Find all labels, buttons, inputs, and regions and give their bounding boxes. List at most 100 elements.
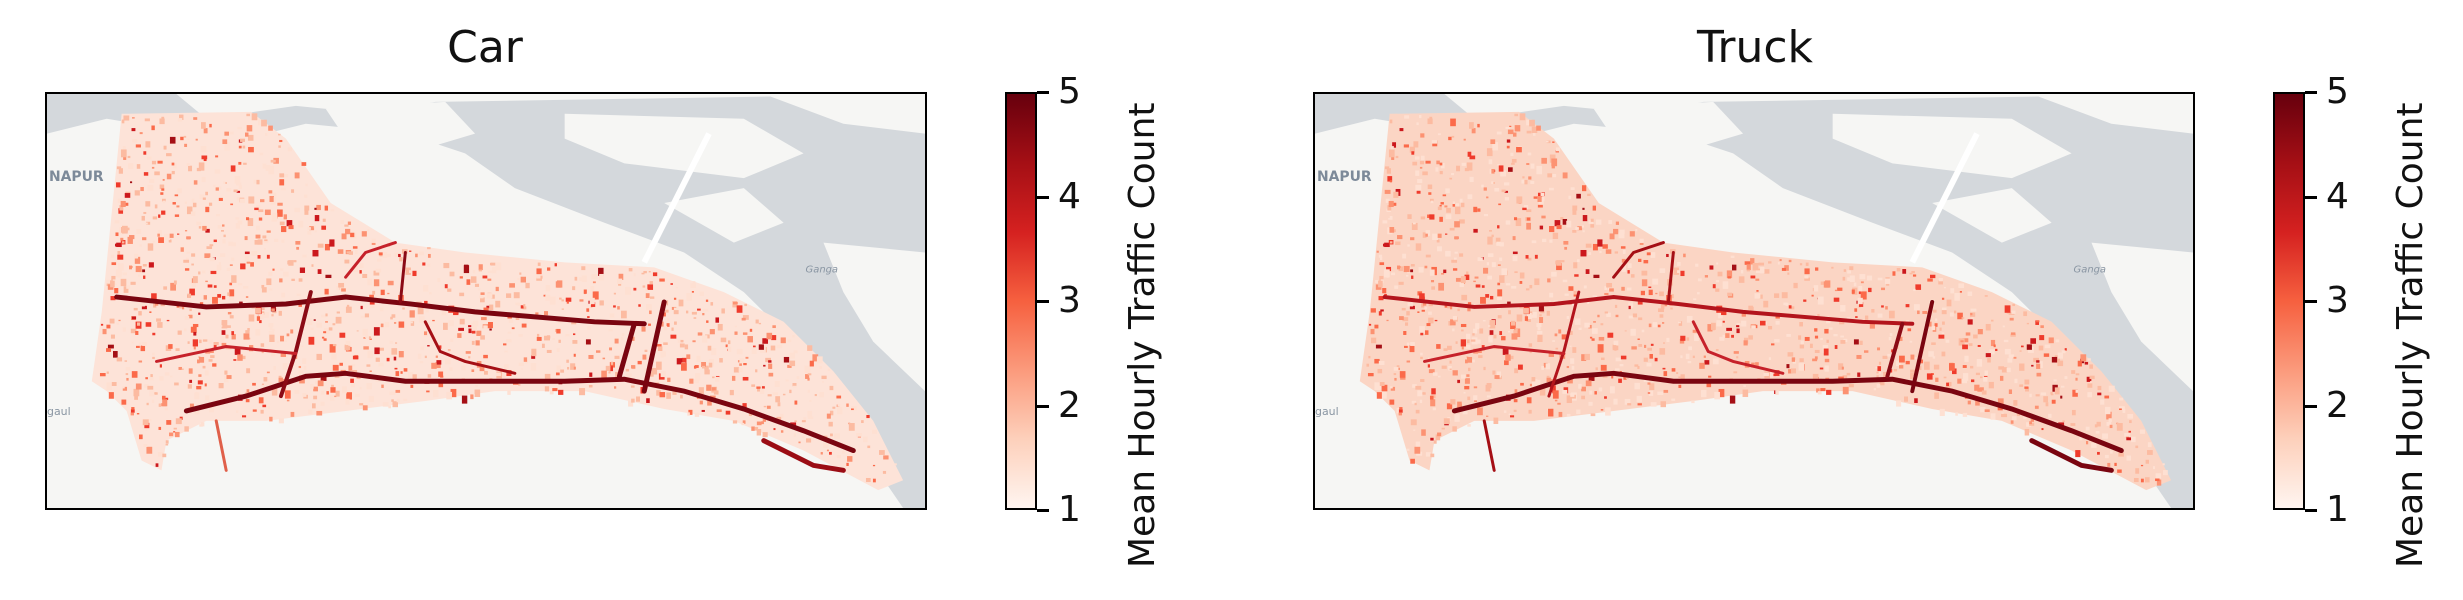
- traffic-cell: [651, 367, 658, 375]
- traffic-cell: [1624, 398, 1631, 405]
- traffic-cell: [393, 356, 397, 361]
- traffic-cell: [1388, 149, 1395, 158]
- traffic-cell: [1429, 269, 1435, 276]
- traffic-cell: [106, 382, 112, 391]
- traffic-cell: [1379, 382, 1385, 386]
- traffic-cell: [391, 314, 396, 318]
- traffic-cell: [490, 294, 495, 299]
- traffic-cell: [1429, 198, 1434, 202]
- traffic-cell: [1381, 391, 1387, 399]
- traffic-cell: [1622, 249, 1626, 254]
- traffic-cell: [409, 270, 412, 273]
- traffic-cell: [169, 136, 176, 144]
- traffic-cell: [1961, 379, 1968, 384]
- traffic-cell: [1499, 242, 1504, 247]
- traffic-cell: [302, 358, 307, 364]
- traffic-cell: [1415, 385, 1422, 390]
- traffic-cell: [130, 409, 135, 413]
- traffic-cell: [717, 323, 723, 331]
- traffic-cell: [364, 313, 370, 318]
- cbar-ticklabel: 3: [1058, 280, 1081, 321]
- traffic-cell: [1406, 360, 1411, 363]
- traffic-cell: [720, 337, 727, 343]
- traffic-cell: [1459, 198, 1463, 203]
- traffic-cell: [1786, 364, 1790, 369]
- traffic-cell: [2029, 393, 2032, 398]
- traffic-cell: [1524, 179, 1528, 185]
- traffic-cell: [119, 205, 124, 211]
- traffic-cell: [1756, 290, 1759, 292]
- panel-title-truck: Truck: [1696, 22, 1814, 73]
- traffic-cell: [1513, 330, 1518, 334]
- traffic-cell: [1679, 339, 1685, 344]
- traffic-cell: [2155, 478, 2160, 482]
- traffic-cell: [268, 271, 273, 276]
- traffic-cell: [2030, 338, 2037, 344]
- traffic-cell: [826, 449, 829, 452]
- traffic-cell: [801, 436, 805, 439]
- traffic-cell: [1691, 400, 1695, 404]
- traffic-cell: [1889, 333, 1893, 337]
- traffic-cell: [1869, 321, 1875, 329]
- traffic-cell: [1959, 290, 1962, 293]
- traffic-cell: [273, 157, 279, 164]
- traffic-cell: [372, 290, 376, 295]
- traffic-cell: [1528, 176, 1532, 180]
- traffic-cell: [1939, 327, 1942, 331]
- traffic-cell: [463, 357, 467, 360]
- traffic-cell: [1588, 324, 1592, 329]
- traffic-cell: [1820, 281, 1826, 285]
- traffic-cell: [1487, 275, 1492, 280]
- traffic-cell: [1752, 262, 1759, 271]
- traffic-cell: [262, 404, 267, 408]
- traffic-cell: [346, 304, 350, 308]
- traffic-cell: [1879, 381, 1885, 386]
- traffic-cell: [448, 320, 454, 327]
- map-axes-car: NAPUR Ganga gaul: [45, 92, 927, 510]
- traffic-cell: [1881, 287, 1886, 291]
- traffic-cell: [244, 255, 250, 262]
- traffic-cell: [1899, 365, 1904, 369]
- traffic-cell: [656, 361, 662, 370]
- traffic-cell: [118, 208, 124, 214]
- traffic-cell: [243, 333, 250, 340]
- traffic-cell: [794, 400, 798, 405]
- traffic-cell: [1740, 269, 1744, 274]
- traffic-cell: [1403, 144, 1409, 148]
- traffic-cell: [673, 310, 679, 315]
- traffic-cell: [304, 194, 308, 198]
- traffic-cell: [566, 301, 569, 304]
- traffic-cell: [1537, 204, 1543, 208]
- traffic-cell: [1688, 346, 1692, 351]
- traffic-cell: [1876, 370, 1882, 374]
- traffic-cell: [608, 328, 613, 332]
- traffic-cell: [417, 353, 422, 360]
- traffic-cell: [184, 230, 188, 232]
- traffic-cell: [798, 441, 801, 444]
- traffic-cell: [382, 252, 388, 258]
- traffic-cell: [1748, 335, 1753, 340]
- traffic-cell: [1508, 310, 1511, 315]
- traffic-cell: [246, 113, 251, 117]
- traffic-cell: [1409, 305, 1415, 310]
- traffic-cell: [386, 357, 390, 362]
- traffic-cell: [1404, 322, 1409, 326]
- traffic-cell: [287, 147, 292, 152]
- traffic-cell: [649, 310, 652, 315]
- traffic-cell: [273, 365, 276, 370]
- traffic-cell: [284, 273, 288, 276]
- traffic-cell: [158, 214, 161, 218]
- traffic-cell: [183, 135, 187, 138]
- traffic-cell: [589, 372, 593, 377]
- traffic-cell: [2086, 376, 2092, 382]
- traffic-cell: [281, 379, 286, 382]
- traffic-cell: [846, 462, 849, 467]
- traffic-cell: [1730, 255, 1735, 259]
- traffic-cell: [1503, 410, 1507, 413]
- traffic-cell: [1428, 369, 1435, 374]
- traffic-cell: [271, 308, 275, 312]
- traffic-cell: [646, 398, 650, 404]
- traffic-cell: [266, 278, 272, 286]
- traffic-cell: [471, 340, 475, 345]
- traffic-cell: [1760, 267, 1765, 274]
